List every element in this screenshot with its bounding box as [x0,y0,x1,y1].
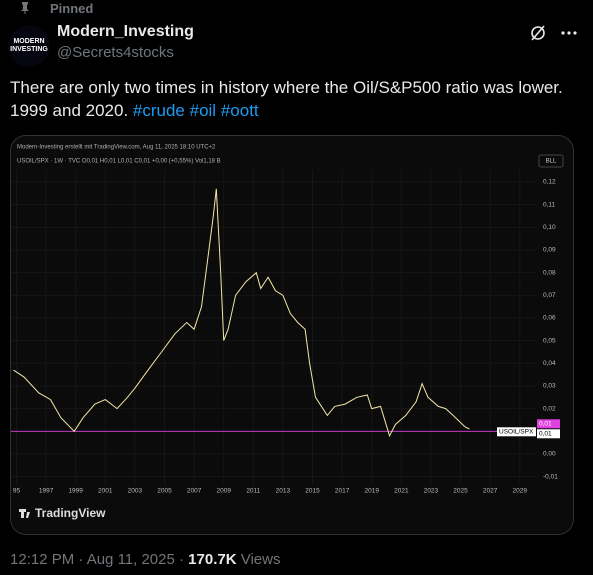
tweet-line: 1999 and 2020. #crude #oil #oott [10,99,585,122]
x-tick-label: 95 [13,488,21,495]
y-tick-label: 0,05 [543,337,556,344]
display-name[interactable]: Modern_Investing [57,23,194,40]
y-tick-label: 0,10 [543,224,556,231]
tweet-line: There are only two times in history wher… [10,78,563,97]
symbol-tag [497,427,536,437]
y-tick-label: -0,01 [543,473,558,480]
chart-bg [11,136,573,534]
grok-icon-slash [531,25,545,41]
tv-logo-mark [19,509,30,518]
handle[interactable]: @Secrets4stocks [57,44,174,61]
y-tick-label: 0,08 [543,269,556,276]
avatar[interactable]: MODERN INVESTING [8,25,50,67]
x-tick-label: 2015 [305,488,320,495]
series-line [13,188,470,438]
y-tick-label: 0,00 [543,451,556,458]
x-tick-label: 2023 [424,488,439,495]
more-dot[interactable] [567,31,571,35]
price-tag [537,419,560,429]
x-tick-label: 2025 [453,488,468,495]
value-tag [537,429,560,439]
chart-credit: Modern-Investing erstellt mit TradingVie… [17,145,216,151]
x-tick-label: 2027 [483,488,498,495]
value-tag-label: 0,01 [539,431,552,438]
more-dot[interactable] [561,31,565,35]
hashtag[interactable]: #oott [220,101,259,120]
timestamp-row: 12:12 PM · Aug 11, 2025 · 170.7K Views [10,551,280,568]
x-tick-label: 2017 [335,488,350,495]
x-tick-label: 2007 [187,488,202,495]
chart: Modern-Investing erstellt mit TradingVie… [11,136,573,534]
x-tick-label: 2005 [157,488,172,495]
tweet-actions [531,25,577,41]
pin-icon [20,2,30,14]
x-tick-label: 2001 [98,488,113,495]
views-label: Views [236,551,281,568]
y-tick-label: 0,09 [543,247,556,254]
tweet-text: There are only two times in history wher… [10,76,585,122]
pinned-label: Pinned [50,1,94,16]
x-tick-label: 1997 [39,488,54,495]
y-tick-label: 0,07 [543,292,556,299]
y-tick-label: 0,04 [543,360,556,367]
currency-button[interactable] [538,154,564,168]
pinned-row: Pinned [20,1,93,16]
timestamp[interactable]: 12:12 PM · Aug 11, 2025 · [10,551,189,568]
x-tick-label: 2021 [394,488,409,495]
hashtag[interactable]: #crude [132,101,185,120]
y-tick-label: 0,02 [543,405,556,412]
y-tick-label: 0,03 [543,383,556,390]
x-tick-label: 2019 [364,488,379,495]
x-tick-label: 2011 [246,488,260,495]
symbol-info: USOIL/SPX · 1W · TVC O0,01 H0,01 L0,01 C… [17,159,221,165]
more-dot[interactable] [573,31,577,35]
x-tick-label: 2003 [128,488,143,495]
hashtag[interactable]: #oil [189,101,217,120]
avatar-text: INVESTING [10,46,48,53]
y-tick-label: 0,06 [543,315,556,322]
pin-svg [21,2,29,14]
y-tick-label: 0,12 [543,179,556,186]
views-count: 170.7K [188,551,237,568]
x-tick-label: 2009 [216,488,231,495]
media-card[interactable]: Modern-Investing erstellt mit TradingVie… [10,135,574,535]
y-tick-label: 0,11 [543,201,556,208]
tweet-line-text: 1999 and 2020. [10,101,129,120]
x-tick-label: 2029 [513,488,528,495]
price-tag-label: 0,01 [539,421,552,428]
avatar-text: MODERN [13,38,45,45]
tv-logo-text: TradingView [35,506,106,520]
currency-label: BLL [546,159,557,165]
symbol-tag-label: USOIL/SPX [499,429,534,436]
grok-icon[interactable] [531,26,545,40]
tv-logo: TradingView [19,506,106,520]
x-tick-label: 1999 [68,488,83,495]
x-tick-label: 2013 [276,488,291,495]
